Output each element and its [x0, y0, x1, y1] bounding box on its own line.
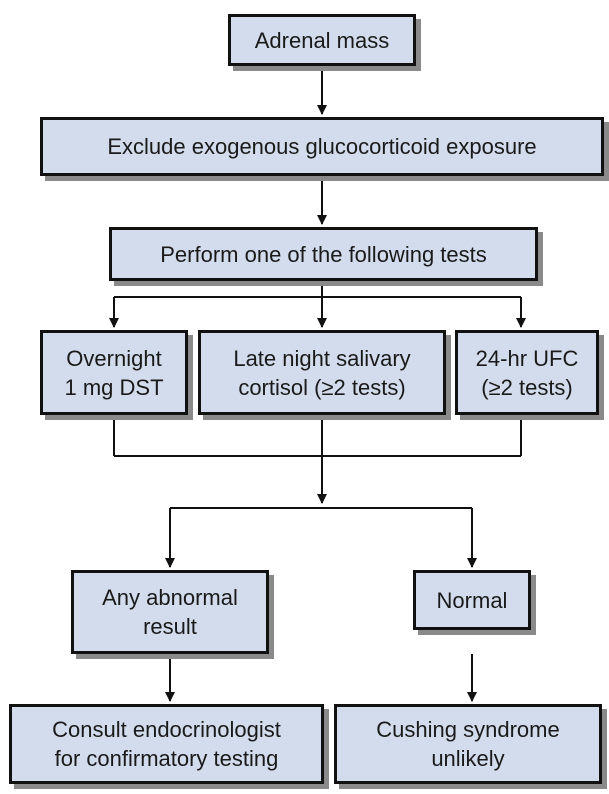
cushing-line-1: Cushing syndrome	[376, 717, 560, 742]
perform-tests-label: Perform one of the following tests	[160, 241, 487, 267]
ufc-test-line-1: 24-hr UFC	[475, 345, 579, 371]
abnormal-result-line-2: result	[143, 614, 197, 639]
exclude-exposure-box: Exclude exogenous glucocorticoid exposur…	[40, 117, 604, 176]
salivary-cortisol-line-2: cortisol (≥2 tests)	[238, 374, 406, 400]
ufc-test-line-2: (≥2 tests)	[481, 374, 573, 400]
consult-line-2: for confirmatory testing	[54, 746, 279, 771]
dst-test-line-1: Overnight	[66, 345, 162, 371]
salivary-cortisol-box: Late night salivary cortisol (≥2 tests)	[198, 330, 446, 415]
normal-result-box: Normal	[413, 570, 531, 630]
adrenal-mass-label: Adrenal mass	[254, 27, 390, 53]
consult-endocrinologist-box: Consult endocrinologist for confirmatory…	[9, 704, 324, 784]
exclude-exposure-label: Exclude exogenous glucocorticoid exposur…	[107, 134, 537, 159]
dst-test-box: Overnight 1 mg DST	[40, 330, 188, 415]
abnormal-result-line-1: Any abnormal	[102, 585, 238, 610]
ufc-test-box: 24-hr UFC (≥2 tests)	[455, 330, 599, 415]
normal-result-label: Normal	[436, 587, 508, 613]
perform-tests-box: Perform one of the following tests	[109, 227, 538, 281]
adrenal-mass-box: Adrenal mass	[228, 14, 416, 66]
cushing-unlikely-box: Cushing syndrome unlikely	[334, 704, 602, 784]
abnormal-result-box: Any abnormal result	[71, 570, 269, 654]
consult-line-1: Consult endocrinologist	[52, 717, 281, 742]
dst-test-line-2: 1 mg DST	[64, 374, 164, 400]
salivary-cortisol-line-1: Late night salivary	[233, 345, 411, 371]
cushing-line-2: unlikely	[431, 746, 505, 771]
